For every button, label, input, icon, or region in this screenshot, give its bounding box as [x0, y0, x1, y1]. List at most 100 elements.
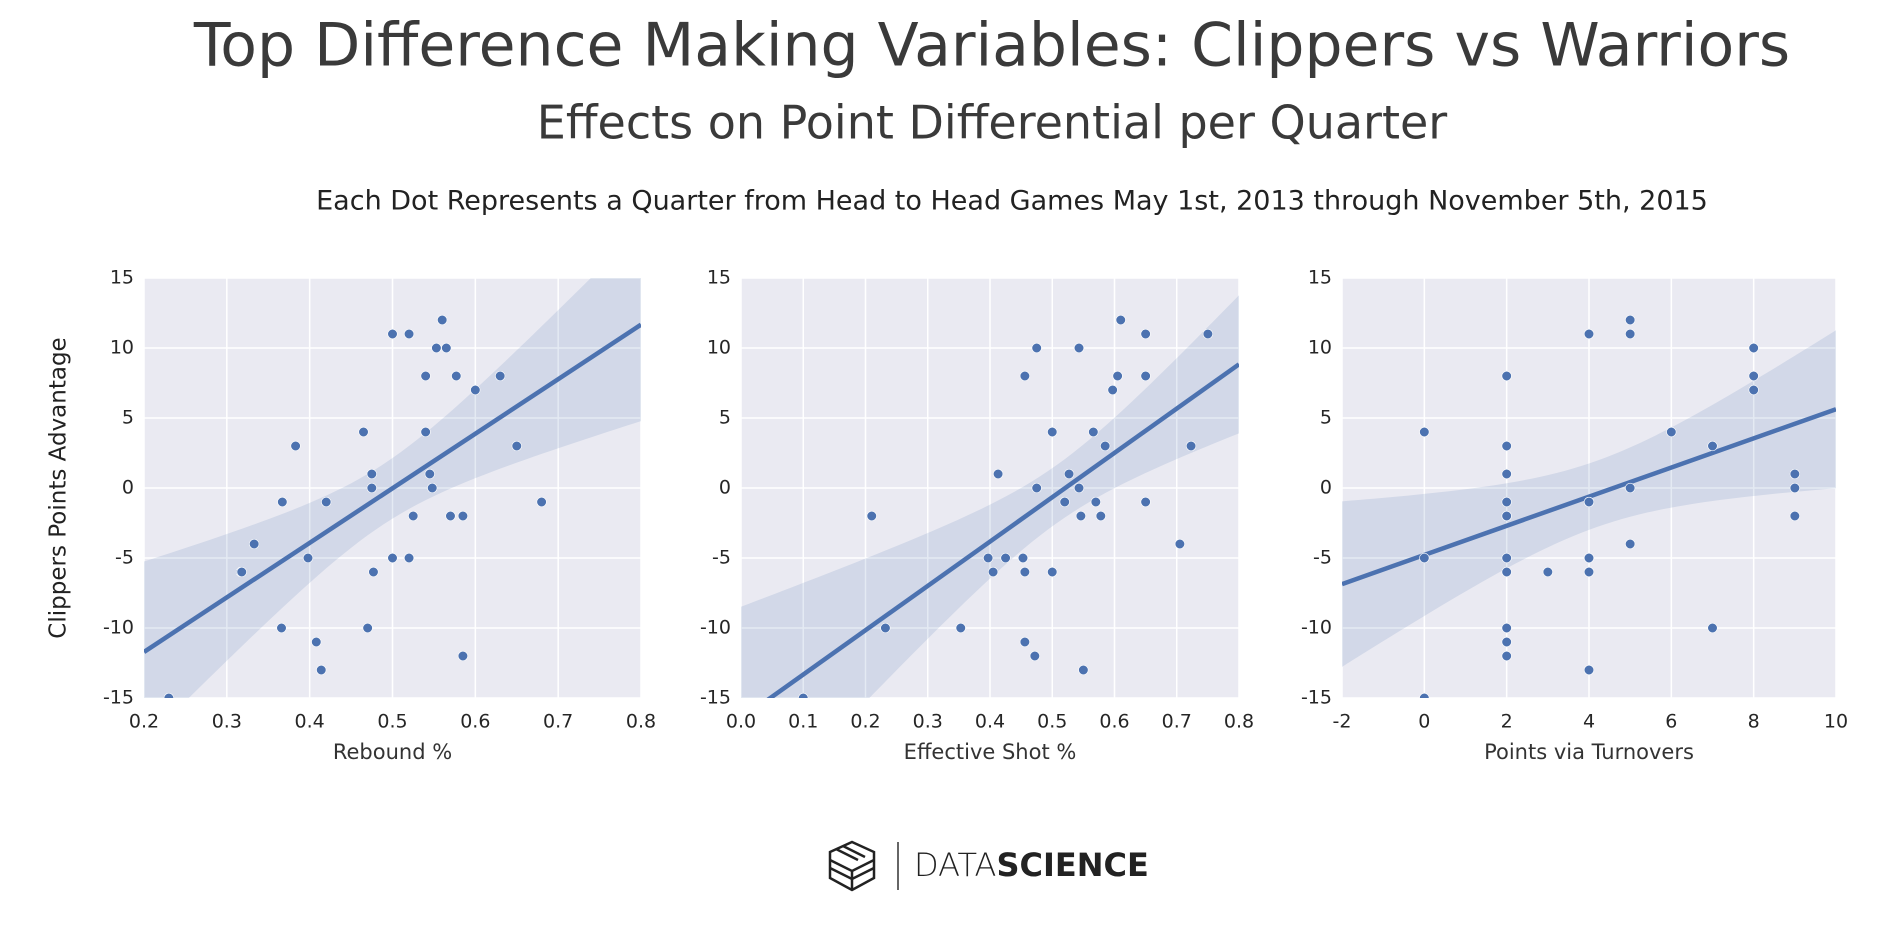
data-point [366, 468, 377, 480]
regression-line [766, 362, 1239, 698]
data-point [1625, 538, 1636, 550]
data-point [1501, 636, 1512, 648]
caption: Each Dot Represents a Quarter from Head … [316, 186, 1708, 217]
data-point [880, 622, 891, 634]
data-point [1031, 482, 1042, 494]
data-point [1107, 384, 1118, 396]
data-point [420, 370, 431, 382]
y-tick-label: -5 [115, 547, 134, 569]
data-point [316, 664, 327, 676]
x-tick-label: 0.1 [788, 711, 818, 733]
data-point [992, 468, 1004, 480]
data-point [983, 552, 994, 564]
data-point [1419, 552, 1430, 564]
data-point [163, 692, 174, 698]
data-point [362, 622, 373, 634]
scatter-chart: -15 -10 -5 0 5 10 15 0.2 0.3 0.4 0.5 0.6 0.7 0.8 Rebou… [46, 267, 657, 765]
data-point [1501, 650, 1512, 662]
x-tick-label: 0.6 [460, 711, 490, 733]
data-point [408, 510, 419, 522]
data-point [366, 482, 377, 494]
y-tick-label: 10 [707, 337, 731, 359]
data-point [441, 342, 452, 354]
data-point [358, 426, 369, 438]
data-point [1501, 622, 1512, 634]
y-tick-label: 15 [1308, 267, 1332, 289]
y-tick-label: 5 [719, 407, 731, 429]
data-point [511, 440, 522, 452]
y-tick-label: -15 [1301, 687, 1332, 709]
data-point [1419, 426, 1430, 438]
data-point [1542, 566, 1553, 578]
data-point [1059, 496, 1070, 508]
fit-layer [1342, 314, 1836, 698]
y-tick-label: -15 [700, 687, 731, 709]
y-axis-label: Clippers Points Advantage [46, 337, 72, 638]
data-point [1501, 496, 1512, 508]
data-point [1047, 426, 1058, 438]
y-tick-label: 10 [110, 337, 134, 359]
data-point [1748, 370, 1759, 382]
y-tick-label: -5 [712, 547, 731, 569]
data-point [368, 566, 379, 578]
data-point [1017, 552, 1029, 564]
data-point [387, 552, 398, 564]
data-point [427, 482, 438, 494]
data-point [1583, 566, 1595, 578]
logo-text: DATASCIENCE [914, 846, 1149, 884]
x-tick-label: 0.8 [1224, 711, 1254, 733]
data-point [1625, 328, 1636, 340]
data-point [457, 510, 469, 522]
x-axis-label: Rebound % [333, 740, 452, 764]
data-point [470, 384, 481, 396]
data-point [1501, 468, 1512, 480]
data-point [1501, 552, 1512, 564]
data-point [1073, 482, 1085, 494]
data-point [1501, 566, 1512, 578]
x-tick-label: 0.4 [975, 711, 1005, 733]
data-point [798, 692, 809, 698]
logo-light: DATA [914, 846, 996, 884]
confidence-band [741, 295, 1239, 698]
data-point [290, 440, 301, 452]
x-tick-label: 0 [1418, 711, 1430, 733]
data-point [1073, 342, 1085, 354]
x-tick-label: 2 [1501, 711, 1513, 733]
data-point [1666, 426, 1677, 438]
data-point [495, 370, 506, 382]
x-tick-label: 0.2 [850, 711, 880, 733]
data-point [1047, 566, 1058, 578]
data-point [1748, 384, 1759, 396]
data-point [1088, 426, 1099, 438]
data-point [1019, 636, 1030, 648]
data-point [1583, 552, 1595, 564]
data-point [1789, 482, 1800, 494]
data-point [1501, 440, 1512, 452]
fit-layer [144, 278, 641, 698]
data-point [1625, 314, 1636, 326]
data-point [1501, 510, 1512, 522]
y-tick-label: 15 [110, 267, 134, 289]
data-point [1090, 496, 1101, 508]
x-tick-label: -2 [1333, 711, 1352, 733]
data-point [451, 370, 462, 382]
x-tick-label: 0.4 [295, 711, 325, 733]
y-tick-label: -5 [1313, 547, 1332, 569]
data-point [1748, 342, 1759, 354]
y-tick-label: -10 [1301, 617, 1332, 639]
data-point [249, 538, 260, 550]
data-point [1583, 664, 1595, 676]
regression-line [144, 322, 641, 654]
data-point [1075, 510, 1086, 522]
data-point [1707, 440, 1718, 452]
data-point [437, 314, 448, 326]
logo-icon [828, 840, 876, 892]
data-point [1063, 468, 1075, 480]
data-point [420, 426, 431, 438]
data-point [445, 510, 456, 522]
x-tick-label: 0.5 [1037, 711, 1067, 733]
data-point [276, 622, 287, 634]
data-point [1019, 370, 1030, 382]
data-point [1140, 370, 1151, 382]
x-tick-label: 0.2 [129, 711, 159, 733]
